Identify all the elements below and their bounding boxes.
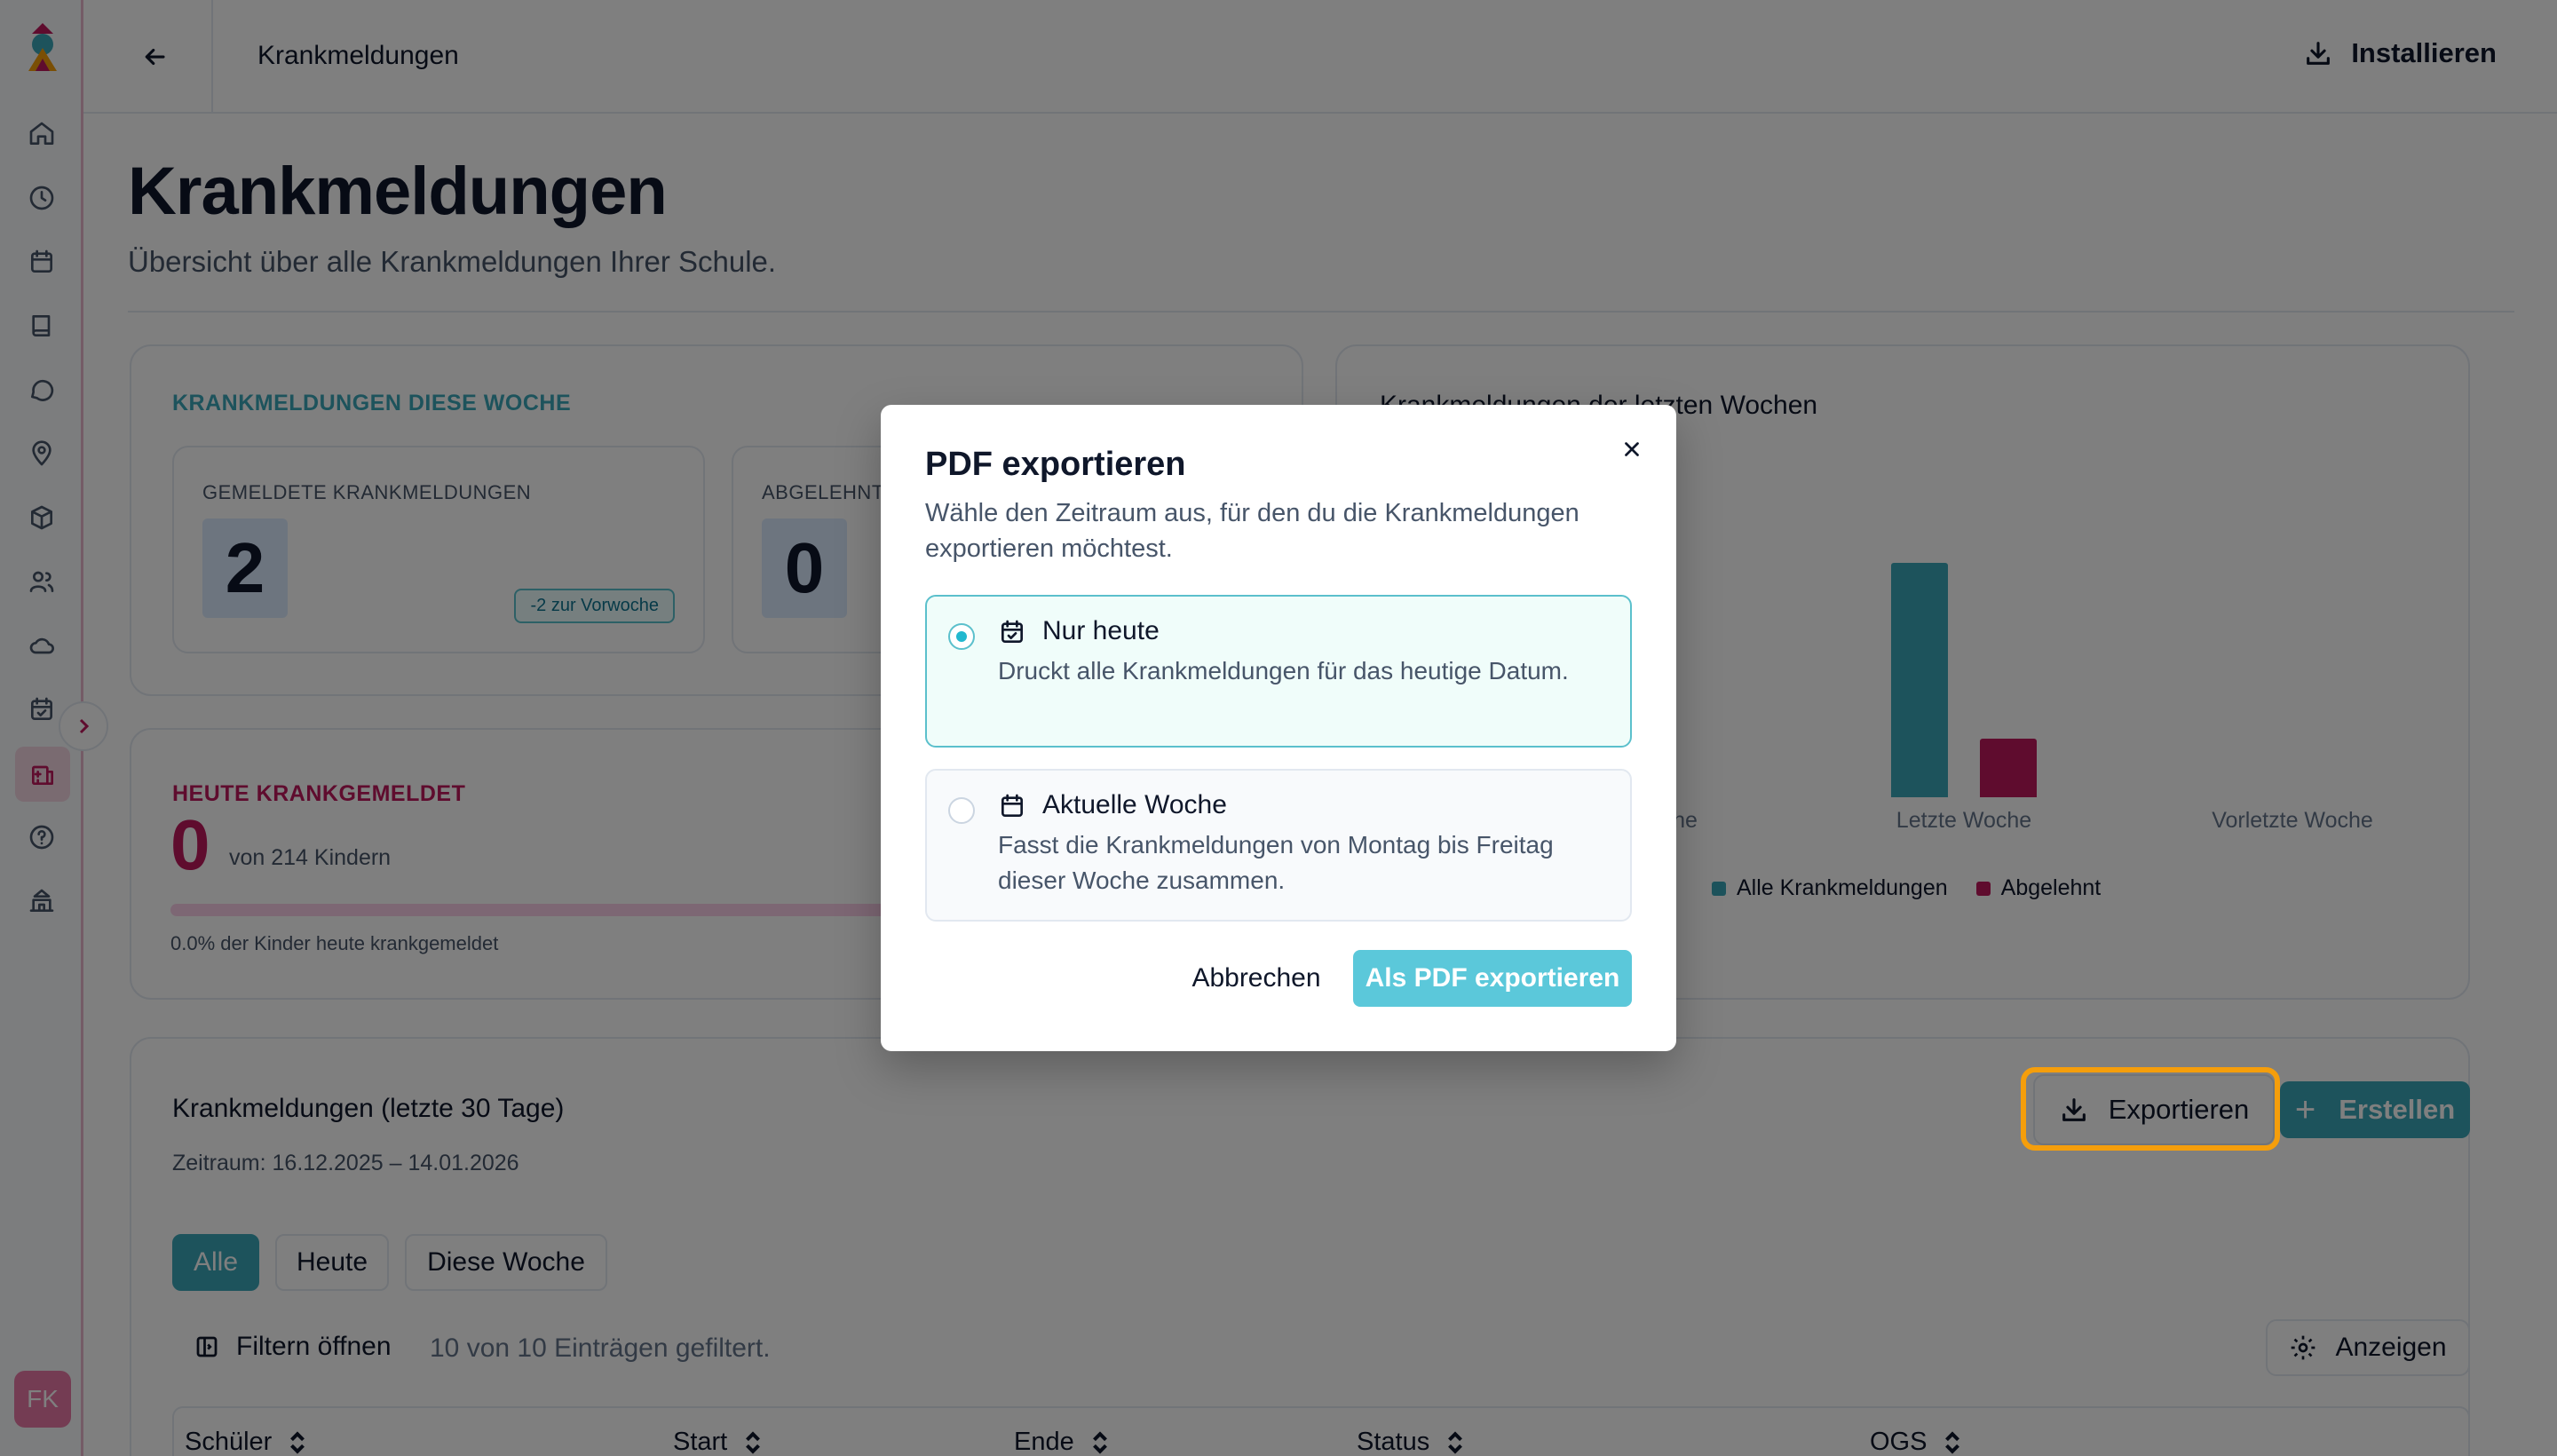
option-aktuelle-woche[interactable]: Aktuelle Woche Fasst die Krankmeldungen …: [925, 769, 1632, 922]
radio-nur-heute[interactable]: [948, 623, 975, 650]
dialog-title: PDF exportieren: [925, 446, 1186, 483]
option-nur-heute[interactable]: Nur heute Druckt alle Krankmeldungen für…: [925, 595, 1632, 748]
option-title: Aktuelle Woche: [1042, 790, 1227, 819]
option-description: Fasst die Krankmeldungen von Montag bis …: [998, 831, 1554, 894]
radio-dot: [956, 631, 967, 642]
radio-aktuelle-woche[interactable]: [948, 797, 975, 824]
close-icon[interactable]: [1616, 433, 1648, 465]
calendar-check-icon: [998, 618, 1026, 646]
pdf-export-dialog: PDF exportieren Wähle den Zeitraum aus, …: [881, 405, 1676, 1051]
calendar-icon: [998, 792, 1026, 820]
export-pdf-button[interactable]: Als PDF exportieren: [1353, 950, 1632, 1007]
cancel-button[interactable]: Abbrechen: [1191, 963, 1321, 993]
option-title: Nur heute: [1042, 616, 1160, 645]
dialog-description: Wähle den Zeitraum aus, für den du die K…: [925, 499, 1579, 563]
option-description: Druckt alle Krankmeldungen für das heuti…: [998, 657, 1569, 684]
